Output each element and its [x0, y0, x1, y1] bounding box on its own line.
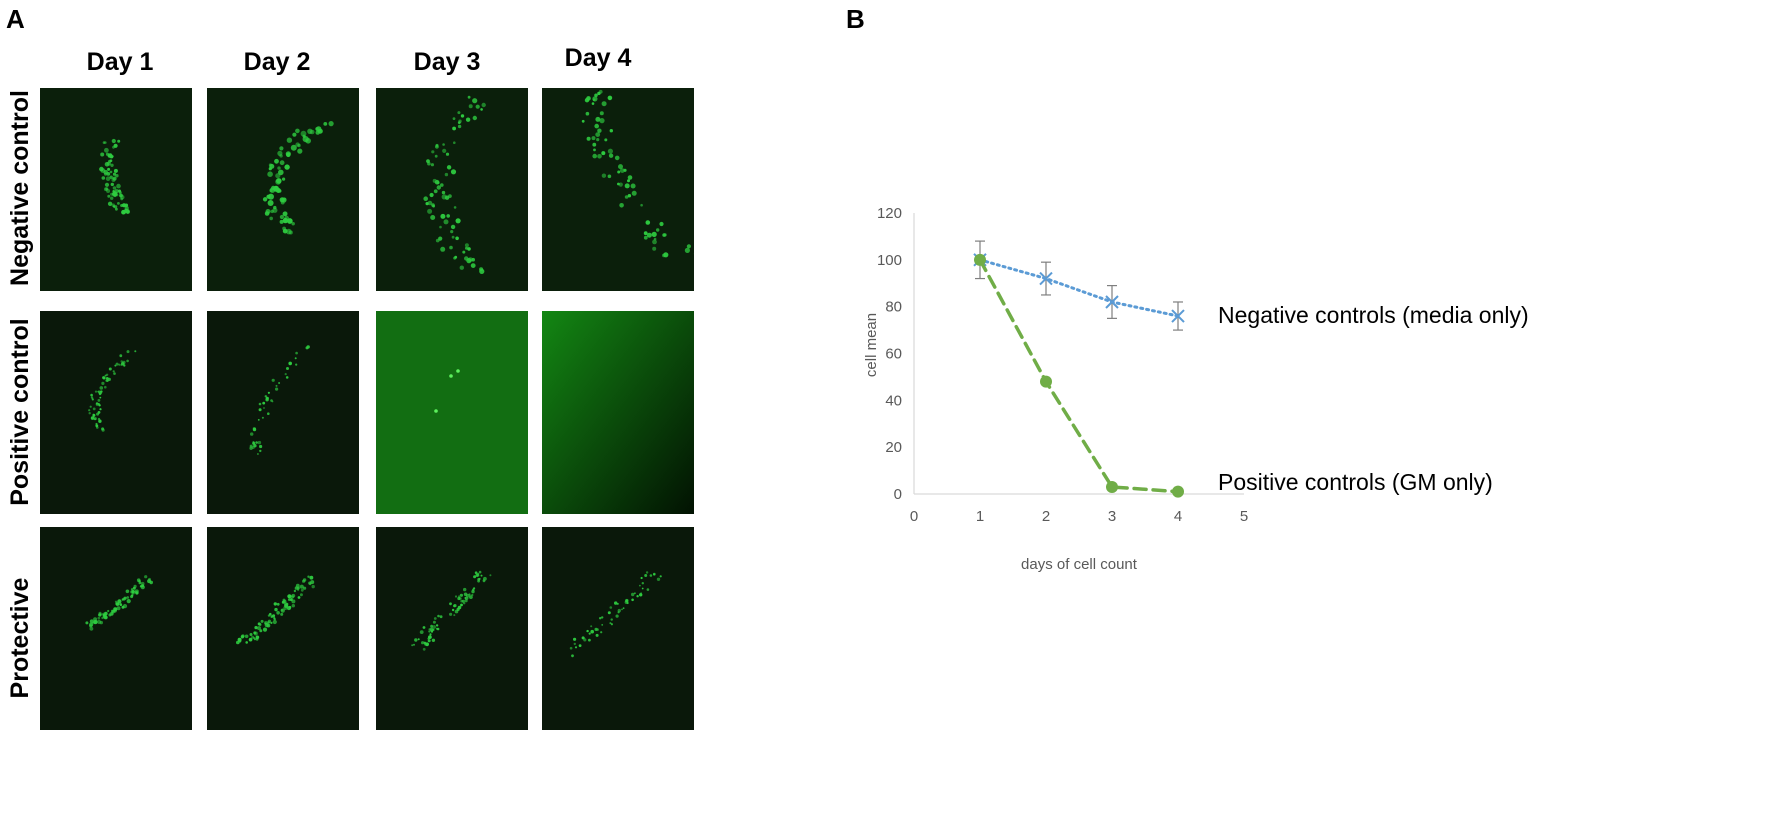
- x-tick-label: 2: [1042, 508, 1050, 525]
- negative-controls-series-label: Negative controls (media only): [1218, 302, 1529, 328]
- data-point-x-marker: [1039, 271, 1053, 286]
- day-4-label: Day 4: [564, 44, 632, 72]
- negative-control-label: Negative control: [6, 90, 34, 286]
- day-2-label: Day 2: [243, 48, 311, 76]
- y-tick-label: 20: [885, 439, 902, 456]
- marker-stroke: [1105, 295, 1119, 309]
- series-line-1: [978, 258, 1180, 494]
- micrograph-tile: [40, 311, 192, 514]
- marker-stroke: [1171, 309, 1185, 323]
- micrograph-tile: [207, 527, 359, 730]
- x-axis-label: days of cell count: [1021, 556, 1138, 573]
- day-3-label: Day 3: [413, 48, 481, 76]
- day-1-label: Day 1: [86, 48, 154, 76]
- x-tick-label: 4: [1174, 508, 1182, 525]
- micrograph-tile: [542, 311, 694, 514]
- chart-axes: 0 1 2 3 4 5 0 20 40 60 80 100 120: [877, 205, 1248, 525]
- data-point-x-marker: [1171, 309, 1185, 323]
- y-tick-label: 60: [885, 346, 902, 363]
- chart-series: [973, 240, 1185, 498]
- panel-b-letter: B: [846, 4, 865, 34]
- data-point-x-marker: [1105, 295, 1119, 309]
- data-point-circle-marker: [1106, 480, 1118, 493]
- positive-control-label: Positive control: [6, 318, 34, 506]
- y-tick-label: 80: [885, 299, 902, 316]
- y-tick-label: 120: [877, 205, 902, 222]
- x-tick-label: 1: [976, 508, 984, 525]
- marker-stroke: [1039, 271, 1053, 286]
- x-tick-label: 3: [1108, 508, 1116, 525]
- micrograph-tile: [40, 527, 192, 730]
- data-point-circle-marker: [1040, 375, 1052, 388]
- y-tick-label: 40: [885, 392, 902, 409]
- x-tick-label: 5: [1240, 508, 1248, 525]
- positive-controls-series-label: Positive controls (GM only): [1218, 469, 1493, 495]
- data-point-circle-marker: [1172, 485, 1184, 498]
- micrograph-tile: [542, 527, 694, 730]
- x-tick-label: 0: [910, 508, 918, 525]
- micrograph-tile: [207, 311, 359, 514]
- data-point-circle-marker: [974, 253, 986, 266]
- micrograph-tile: [207, 88, 359, 291]
- cell-count-line-chart: 0 1 2 3 4 5 0 20 40 60 80 100 120 cell mean days of …: [863, 205, 1529, 573]
- micrograph-tile: [376, 311, 528, 514]
- y-tick-label: 100: [877, 252, 902, 269]
- micrograph-tile: [376, 527, 528, 730]
- micrograph-tile: [542, 88, 694, 291]
- micrograph-tile: [40, 88, 192, 291]
- panel-a-letter: A: [6, 4, 25, 34]
- micrograph-tile: [376, 88, 528, 291]
- y-axis-label: cell mean: [863, 313, 880, 377]
- series-line-0: [978, 258, 1180, 318]
- protective-label: Protective: [6, 577, 34, 699]
- y-tick-label: 0: [894, 486, 902, 503]
